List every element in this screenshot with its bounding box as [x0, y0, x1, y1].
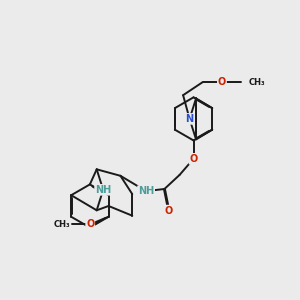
- Text: NH: NH: [95, 185, 111, 195]
- Text: O: O: [218, 77, 226, 87]
- Text: O: O: [189, 154, 198, 164]
- Text: CH₃: CH₃: [53, 220, 70, 229]
- Text: CH₃: CH₃: [249, 78, 266, 87]
- Text: O: O: [165, 206, 173, 215]
- Text: NH: NH: [138, 186, 154, 196]
- Text: O: O: [86, 219, 94, 229]
- Text: N: N: [185, 114, 194, 124]
